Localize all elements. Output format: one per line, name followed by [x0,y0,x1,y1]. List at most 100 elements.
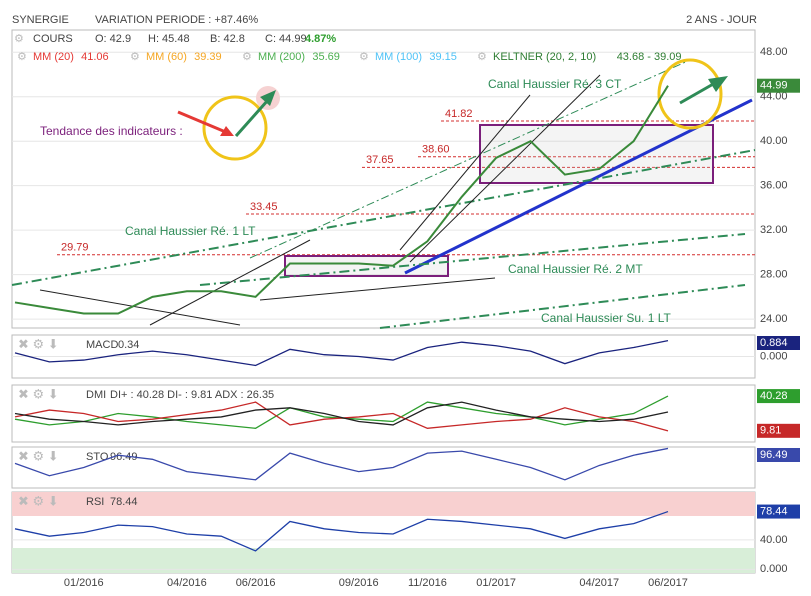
indicator-value: 43.68 - 39.09 [617,51,682,63]
subtitle: VARIATION PERIODE : +87.46% [95,14,258,26]
last-value-box [757,448,800,462]
annotation: Canal Haussier Ré. 3 CT [488,77,622,91]
arrow-head [260,90,276,106]
last-value-box [757,78,800,93]
panel-title: DMI [86,389,106,401]
y-tick-label: 0.000 [760,563,788,575]
x-tick-label: 06/2016 [236,577,276,589]
quote-icon: ⚙ [14,33,24,45]
last-value-label: 9.81 [760,425,781,437]
panel-title: RSI [86,496,104,508]
last-value-box [757,504,800,519]
level-label: 29.79 [61,242,89,254]
y-tick-label: 44.00 [760,91,788,103]
level-label: 33.45 [250,201,278,213]
indicator-icon: ⚙ [359,51,369,63]
last-value-box [757,336,800,350]
series-line [14,401,669,426]
arrow-head [708,76,728,92]
arrow-head [220,126,234,136]
y-tick-label: 40.00 [760,534,788,546]
series-line [14,395,669,429]
circle [202,95,268,161]
indicator-icon: ⚙ [242,51,252,63]
indicator-icon: ⚙ [477,51,487,63]
panel-icons: ✖ ⚙ ⬇ [18,336,59,351]
last-value-box [757,389,800,404]
indicator-name: MM (200) [258,51,305,63]
panel-value: 78.44 [110,496,138,508]
quote-change: 4.87% [305,33,336,45]
indicator-icon: ⚙ [17,51,27,63]
channel-line [249,59,691,259]
x-tick-label: 06/2017 [648,577,688,589]
annotation: Canal Haussier Su. 1 LT [541,311,672,325]
fan-line [39,289,241,326]
series-line [14,85,669,315]
channel-line [11,149,756,286]
panel-value: 96.49 [110,451,138,463]
y-tick-label: 48.00 [760,46,788,58]
fan-line [399,94,531,251]
y-tick-label: 32.00 [760,224,788,236]
x-tick-label: 04/2017 [579,577,619,589]
level-label: 38.60 [422,144,450,156]
indicator-name: KELTNER (20, 2, 10) [493,51,596,63]
series-line [14,401,669,432]
rsi-zone-high [12,492,755,516]
arrow [177,110,229,135]
indicator-name: MM (100) [375,51,422,63]
indicator-value: 39.15 [429,51,457,63]
quote-label: COURS [33,33,73,45]
last-value-label: 78.44 [760,505,788,517]
panel-icons: ✖ ⚙ ⬇ [18,448,59,463]
indicator-icon: ⚙ [130,51,140,63]
quote-high: H: 45.48 [148,33,190,45]
quote-close: C: 44.99 [265,33,307,45]
chart-title: SYNERGIE [12,14,69,26]
panel-icons: ✖ ⚙ ⬇ [18,493,59,508]
panel-title: STO [86,451,109,463]
last-value-label: 40.28 [760,390,788,402]
quote-open: O: 42.9 [95,33,131,45]
y-tick-label: 0.000 [760,350,788,362]
x-tick-label: 04/2016 [167,577,207,589]
panel-legend: DI+ : 40.28 DI- : 9.81 ADX : 26.35 [110,389,274,401]
panel-value: 0.34 [118,339,139,351]
quote-low: B: 42.8 [210,33,245,45]
last-value-label: 0.884 [760,337,788,349]
drawings [11,58,756,329]
last-value-label: 44.99 [760,80,788,92]
panel-title: MACD [86,339,118,351]
x-tick-label: 11/2016 [408,577,447,589]
channel-line [199,233,746,286]
channel-line [379,284,746,329]
series-line [14,340,669,367]
indicator-value: 41.06 [81,51,109,63]
indicator-name: MM (60) [146,51,187,63]
level-label: 41.82 [445,108,473,120]
annotation: Tendance des indicateurs : [40,124,183,138]
series-line [14,510,669,552]
fan-line [149,239,311,326]
y-tick-label: 24.00 [760,313,788,325]
y-tick-label: 36.00 [760,180,788,192]
circle [657,58,723,130]
annotation: Canal Haussier Ré. 1 LT [125,224,256,238]
indicator-name: MM (20) [33,51,74,63]
arrow [234,99,270,137]
level-label: 37.65 [366,154,394,166]
panel-icons: ✖ ⚙ ⬇ [18,386,59,401]
x-tick-label: 09/2016 [339,577,379,589]
fan-line [409,74,601,263]
arrow [679,81,716,105]
last-value-label: 96.49 [760,449,788,461]
y-tick-label: 40.00 [760,135,788,147]
panel-frame [11,446,756,489]
series-line [14,447,669,481]
indicator-value: 39.39 [194,51,222,63]
panel-frame [11,384,756,443]
x-tick-label: 01/2017 [476,577,516,589]
x-tick-label: 01/2016 [64,577,104,589]
